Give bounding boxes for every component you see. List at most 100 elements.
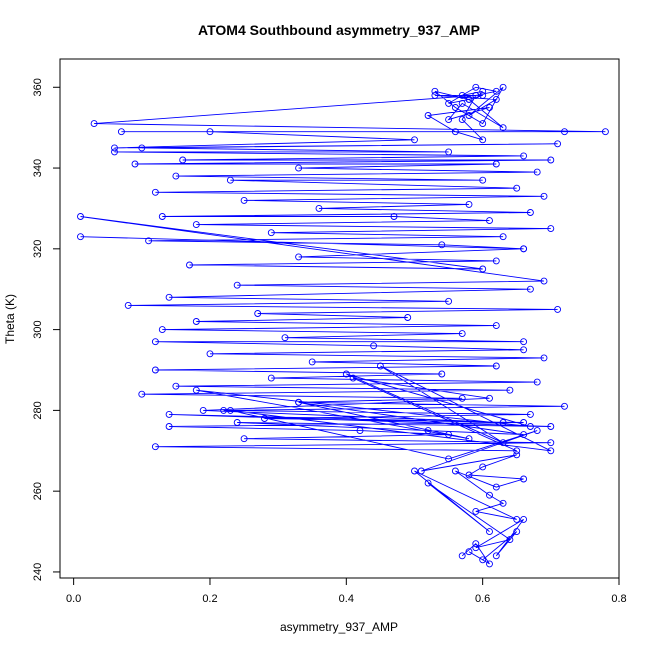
data-point [492,483,500,491]
data-point [547,439,555,447]
data-point [458,91,466,99]
data-point [165,423,173,430]
data-point [417,467,425,475]
data-point [295,164,303,172]
data-point [390,213,398,220]
series-layer [77,83,609,568]
data-point [254,310,262,317]
data-point [138,144,146,152]
data-point [499,439,507,447]
data-point [520,431,528,439]
data-point [513,528,521,536]
data-point [520,515,528,523]
data-point [445,116,453,124]
x-tick-label: 0.4 [339,593,354,605]
data-point [520,152,528,160]
x-axis: 0.0 0.2 0.4 0.6 0.8 [66,577,627,605]
data-point [486,104,493,111]
data-point [199,406,207,414]
data-point [499,499,507,507]
data-point [451,128,459,136]
data-point [479,265,487,273]
data-point [547,423,555,430]
y-tick-label: 360 [32,78,44,96]
data-point [356,427,364,435]
data-point [220,406,228,414]
data-point [520,475,528,483]
data-point [499,419,507,426]
data-point [445,431,453,439]
data-point [513,451,521,459]
y-tick-label: 320 [32,240,44,258]
data-point [492,257,500,265]
data-point [267,229,275,237]
data-point [138,390,146,398]
y-tick-label: 300 [32,320,44,338]
data-point [526,423,534,430]
data-point [554,140,562,148]
data-point [526,209,534,216]
x-tick-label: 0.2 [202,593,217,605]
data-point [445,148,453,156]
data-point [465,200,473,208]
data-point [547,156,555,164]
data-point [451,104,459,111]
data-point [315,204,323,212]
data-point [77,213,84,220]
y-axis: 240 260 280 300 320 340 360 [32,78,61,581]
data-point [438,241,446,249]
data-point [492,362,500,370]
data-point [131,160,139,168]
data-point [533,378,541,386]
data-point [145,237,153,245]
data-point [465,435,473,443]
data-point [158,326,166,334]
data-point [554,305,562,313]
data-point [308,358,316,366]
y-tick-label: 240 [32,563,44,581]
data-point [226,176,234,184]
data-point [281,334,289,342]
data-point [547,447,555,455]
data-point [492,95,500,103]
data-point [486,528,493,536]
data-point [479,463,487,471]
data-point [192,221,200,229]
data-point [111,148,118,156]
series-line [80,86,606,565]
data-point [492,322,500,330]
data-point [540,277,548,285]
data-point [458,330,466,338]
data-point [520,338,528,346]
data-point [479,176,487,184]
data-point [151,188,159,196]
data-point [492,87,500,95]
data-point [431,91,439,99]
data-point [226,406,234,414]
data-point [458,552,466,560]
data-point [513,184,521,192]
data-point [533,168,541,176]
data-point [90,120,98,128]
data-point [179,156,187,164]
data-point [506,386,514,394]
data-point [479,120,487,128]
data-point [233,419,241,426]
data-point [233,281,241,289]
data-point [479,87,487,95]
data-point [465,548,473,556]
data-point [445,455,453,463]
data-point [547,225,555,233]
data-point [533,427,541,435]
data-point [451,467,459,475]
data-point [438,370,446,378]
x-axis-label: asymmetry_937_AMP [280,620,398,634]
data-point [151,443,159,451]
data-point [479,91,487,99]
data-point [472,544,480,552]
data-point [492,160,500,168]
x-tick-label: 0.8 [611,593,626,605]
data-point [431,87,439,95]
